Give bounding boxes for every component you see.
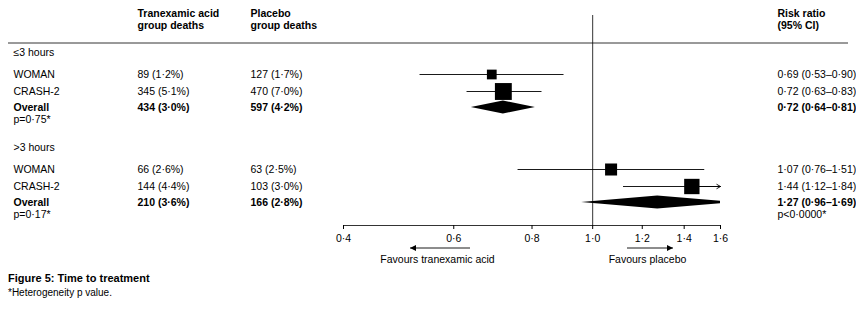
html-text:Figure 5: Time to treatment: Figure 5: Time to treatment [8, 272, 150, 284]
svg-text:1·6: 1·6 [713, 232, 728, 244]
svg-text:Overall: Overall [14, 196, 50, 208]
svg-text:470 (7·0%): 470 (7·0%) [251, 85, 303, 97]
svg-text:127 (1·7%): 127 (1·7%) [251, 68, 303, 80]
html-text:*Heterogeneity p value.: *Heterogeneity p value. [8, 287, 112, 298]
svg-text:63 (2·5%): 63 (2·5%) [251, 163, 297, 175]
svg-text:Placebogroup deaths: Placebogroup deaths [251, 7, 318, 31]
svg-text:1·07 (0·76–1·51): 1·07 (0·76–1·51) [778, 163, 856, 175]
svg-text:CRASH-2: CRASH-2 [14, 180, 60, 192]
svg-text:0·72 (0·63–0·83): 0·72 (0·63–0·83) [778, 85, 856, 97]
svg-text:0·6: 0·6 [446, 232, 461, 244]
svg-text:345 (5·1%): 345 (5·1%) [138, 85, 190, 97]
svg-text:0·8: 0·8 [524, 232, 539, 244]
svg-text:WOMAN: WOMAN [14, 68, 55, 80]
svg-text:66 (2·6%): 66 (2·6%) [138, 163, 184, 175]
svg-text:1·44 (1·12–1·84): 1·44 (1·12–1·84) [778, 180, 856, 192]
svg-text:89 (1·2%): 89 (1·2%) [138, 68, 184, 80]
svg-text:1·27 (0·96–1·69): 1·27 (0·96–1·69) [778, 196, 856, 208]
svg-text:1·4: 1·4 [677, 232, 692, 244]
svg-text:Tranexamic acidgroup deaths: Tranexamic acidgroup deaths [138, 7, 220, 31]
svg-text:434 (3·0%): 434 (3·0%) [138, 101, 190, 113]
svg-text:166 (2·8%): 166 (2·8%) [251, 196, 303, 208]
svg-text:CRASH-2: CRASH-2 [14, 85, 60, 97]
svg-text:>3 hours: >3 hours [14, 141, 55, 153]
svg-text:Overall: Overall [14, 101, 50, 113]
svg-text:144 (4·4%): 144 (4·4%) [138, 180, 190, 192]
svg-text:0·4: 0·4 [336, 232, 351, 244]
svg-text:1·0: 1·0 [585, 232, 600, 244]
svg-text:1·2: 1·2 [635, 232, 650, 244]
svg-text:Favours tranexamic acid: Favours tranexamic acid [380, 253, 495, 265]
svg-text:p<0·0000*: p<0·0000* [778, 208, 827, 220]
svg-text:p=0·75*: p=0·75* [14, 113, 51, 125]
svg-text:Favours placebo: Favours placebo [609, 253, 687, 265]
svg-text:103 (3·0%): 103 (3·0%) [251, 180, 303, 192]
svg-text:597 (4·2%): 597 (4·2%) [251, 101, 303, 113]
svg-text:≤3 hours: ≤3 hours [14, 46, 55, 58]
svg-text:p=0·17*: p=0·17* [14, 208, 51, 220]
svg-text:210 (3·6%): 210 (3·6%) [138, 196, 190, 208]
svg-text:Risk ratio(95% CI): Risk ratio(95% CI) [778, 7, 826, 31]
svg-text:0·72 (0·64–0·81): 0·72 (0·64–0·81) [778, 101, 856, 113]
svg-text:0·69 (0·53–0·90): 0·69 (0·53–0·90) [778, 68, 856, 80]
svg-text:WOMAN: WOMAN [14, 163, 55, 175]
